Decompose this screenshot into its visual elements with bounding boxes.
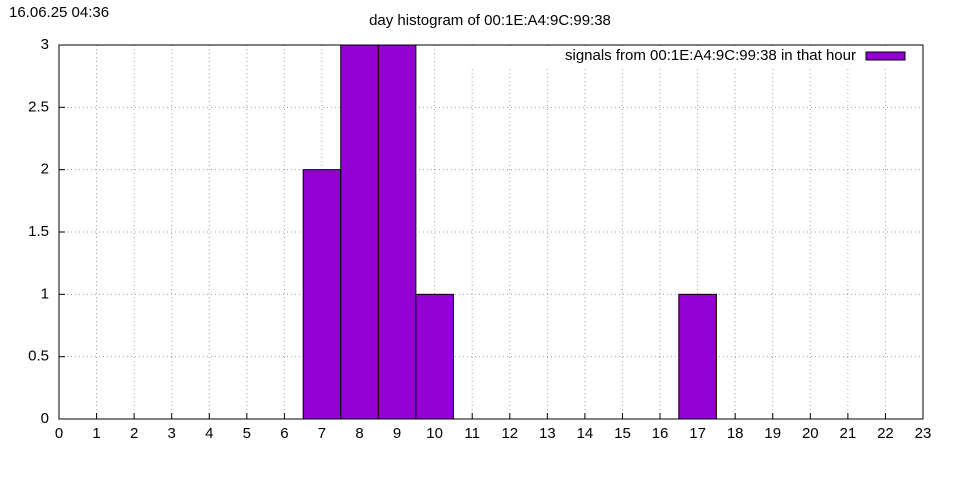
legend-label: signals from 00:1E:A4:9C:99:38 in that h… [565, 47, 856, 64]
plot-frame [58, 44, 924, 420]
x-tick-label: 0 [55, 425, 63, 442]
bar [340, 44, 379, 420]
x-tick-label: 11 [464, 425, 480, 442]
x-tick-label: 17 [689, 425, 706, 442]
x-tick-label: 18 [727, 425, 744, 442]
legend-swatch [865, 51, 906, 61]
x-tick-label: 15 [614, 425, 631, 442]
legend-background [470, 46, 922, 67]
x-tick-label: 16 [652, 425, 669, 442]
y-tick-label: 0 [41, 410, 49, 427]
x-tick-label: 23 [915, 425, 932, 442]
x-tick-label: 5 [243, 425, 251, 442]
y-tick-label: 1 [41, 285, 49, 302]
x-tick-label: 9 [393, 425, 401, 442]
x-tick-label: 20 [802, 425, 819, 442]
bar [415, 293, 454, 420]
x-tick-label: 12 [501, 425, 518, 442]
x-tick-label: 6 [280, 425, 288, 442]
x-tick-label: 19 [764, 425, 781, 442]
y-tick-label: 3 [41, 36, 49, 53]
y-tick-label: 2 [41, 161, 49, 178]
timestamp: 16.06.25 04:36 [9, 4, 109, 21]
x-tick-label: 3 [168, 425, 176, 442]
bar [377, 44, 417, 420]
x-tick-label: 21 [840, 425, 857, 442]
x-tick-label: 13 [539, 425, 556, 442]
y-tick-label: 1.5 [28, 223, 49, 240]
x-tick-label: 4 [205, 425, 213, 442]
x-tick-label: 1 [92, 425, 100, 442]
chart-title: day histogram of 00:1E:A4:9C:99:38 [369, 12, 611, 29]
x-tick-label: 10 [426, 425, 443, 442]
bar [302, 169, 342, 420]
y-tick-label: 2.5 [28, 98, 49, 115]
x-tick-label: 7 [318, 425, 326, 442]
bar [678, 293, 717, 420]
x-tick-label: 2 [130, 425, 138, 442]
x-tick-label: 8 [355, 425, 363, 442]
x-tick-label: 22 [877, 425, 894, 442]
x-tick-label: 14 [577, 425, 594, 442]
y-tick-label: 0.5 [28, 348, 49, 365]
